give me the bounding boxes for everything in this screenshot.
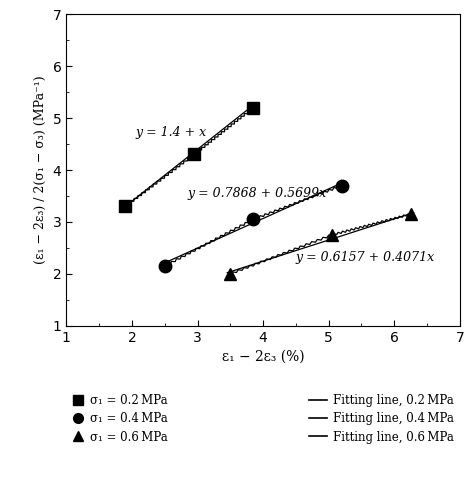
Text: y = 1.4 + x: y = 1.4 + x [135, 126, 206, 139]
Text: y = 0.7868 + 0.5699x: y = 0.7868 + 0.5699x [188, 187, 327, 200]
Text: y = 0.6157 + 0.4071x: y = 0.6157 + 0.4071x [296, 251, 435, 264]
X-axis label: ε₁ − 2ε₃ (%): ε₁ − 2ε₃ (%) [222, 350, 304, 364]
Y-axis label: (ε₁ − 2ε₃) / 2(σ₁ − σ₃) (MPa⁻¹): (ε₁ − 2ε₃) / 2(σ₁ − σ₃) (MPa⁻¹) [34, 76, 47, 264]
Legend: Fitting line, 0.2 MPa, Fitting line, 0.4 MPa, Fitting line, 0.6 MPa: Fitting line, 0.2 MPa, Fitting line, 0.4… [310, 394, 454, 444]
